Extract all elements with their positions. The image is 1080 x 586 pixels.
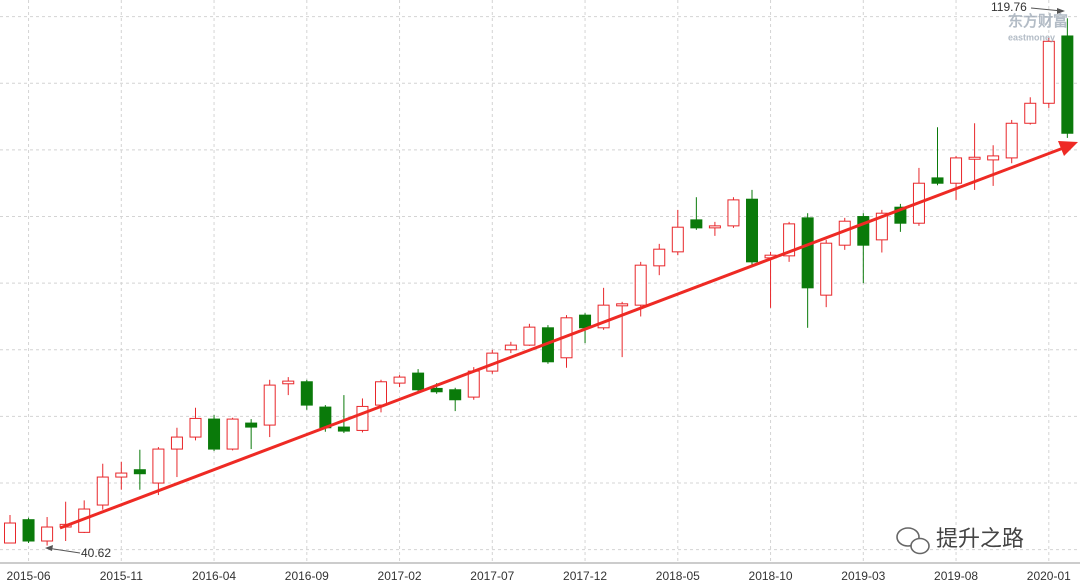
x-tick-label: 2015-06 [7,569,51,583]
candle-body [375,381,387,406]
watermark-brand: 东方财富 [1008,12,1068,30]
low-arrowhead [45,545,53,551]
x-tick-label: 2015-11 [100,569,143,583]
candle-body [449,389,462,401]
x-tick-label: 2017-12 [563,569,607,583]
low-label: 40.62 [81,546,111,560]
watermark-channel: 提升之路 [936,526,1024,551]
candle-body [746,198,758,263]
candle-body [987,155,1000,161]
candle-body [170,436,183,450]
candle-body [467,370,480,398]
candle-body [671,226,684,253]
candle-body [708,225,721,229]
candle-body [412,372,425,391]
x-tick-label: 2020-01 [1027,569,1071,583]
x-tick-label: 2019-03 [841,569,885,583]
candle-body [41,526,54,542]
candle-body [96,476,109,506]
candle-body [968,156,981,160]
x-tick-label: 2018-05 [656,569,700,583]
candle-body [393,376,406,384]
candle-body [523,326,536,346]
candle-body [857,216,870,246]
candle-body [300,381,313,406]
x-tick-label: 2019-08 [934,569,978,583]
candle-body [189,417,202,438]
candle-body [950,157,963,184]
candle-body [634,264,647,306]
candle-body [282,380,295,385]
candle-body [931,177,944,184]
x-tick-label: 2016-04 [192,569,236,583]
trend-line [59,145,1067,530]
candle-body [579,314,592,329]
wechat-icon [896,527,930,555]
candle-body [653,248,666,267]
candle-body [690,219,703,229]
candle-body [337,426,350,432]
candle-body [504,344,517,351]
candle-body [115,472,128,478]
high-label: 119.76 [991,0,1027,14]
candle-body [820,242,833,296]
candle-body [1042,40,1055,104]
candle-body [1005,122,1018,159]
candle-body [783,223,796,257]
candle-body [208,418,221,450]
candle-body [616,303,629,307]
candles [4,18,1074,546]
candle-body [1024,102,1037,124]
candle-body [875,212,888,241]
watermark-brand-en: eastmoney [1008,32,1055,42]
x-tick-label: 2017-02 [378,569,422,583]
x-tick-label: 2018-10 [749,569,793,583]
candle-body [597,304,610,329]
candle-body [22,519,35,542]
candle-body [245,422,258,428]
candle-body [727,199,740,227]
x-tick-label: 2017-07 [470,569,514,583]
trend-arrowhead [1058,141,1078,156]
candle-body [801,217,814,289]
high-arrow [1030,7,1063,12]
x-tick-label: 2016-09 [285,569,329,583]
low-arrow [46,547,81,554]
candle-body [226,418,239,450]
candle-body [1061,35,1074,134]
candle-body [152,448,165,484]
candle-body [430,387,443,393]
candle-body [356,405,369,431]
candle-body [4,522,16,544]
candle-body [133,469,146,475]
candle-body [263,384,276,426]
high-arrowhead [1057,8,1065,14]
candle-body [894,206,907,224]
